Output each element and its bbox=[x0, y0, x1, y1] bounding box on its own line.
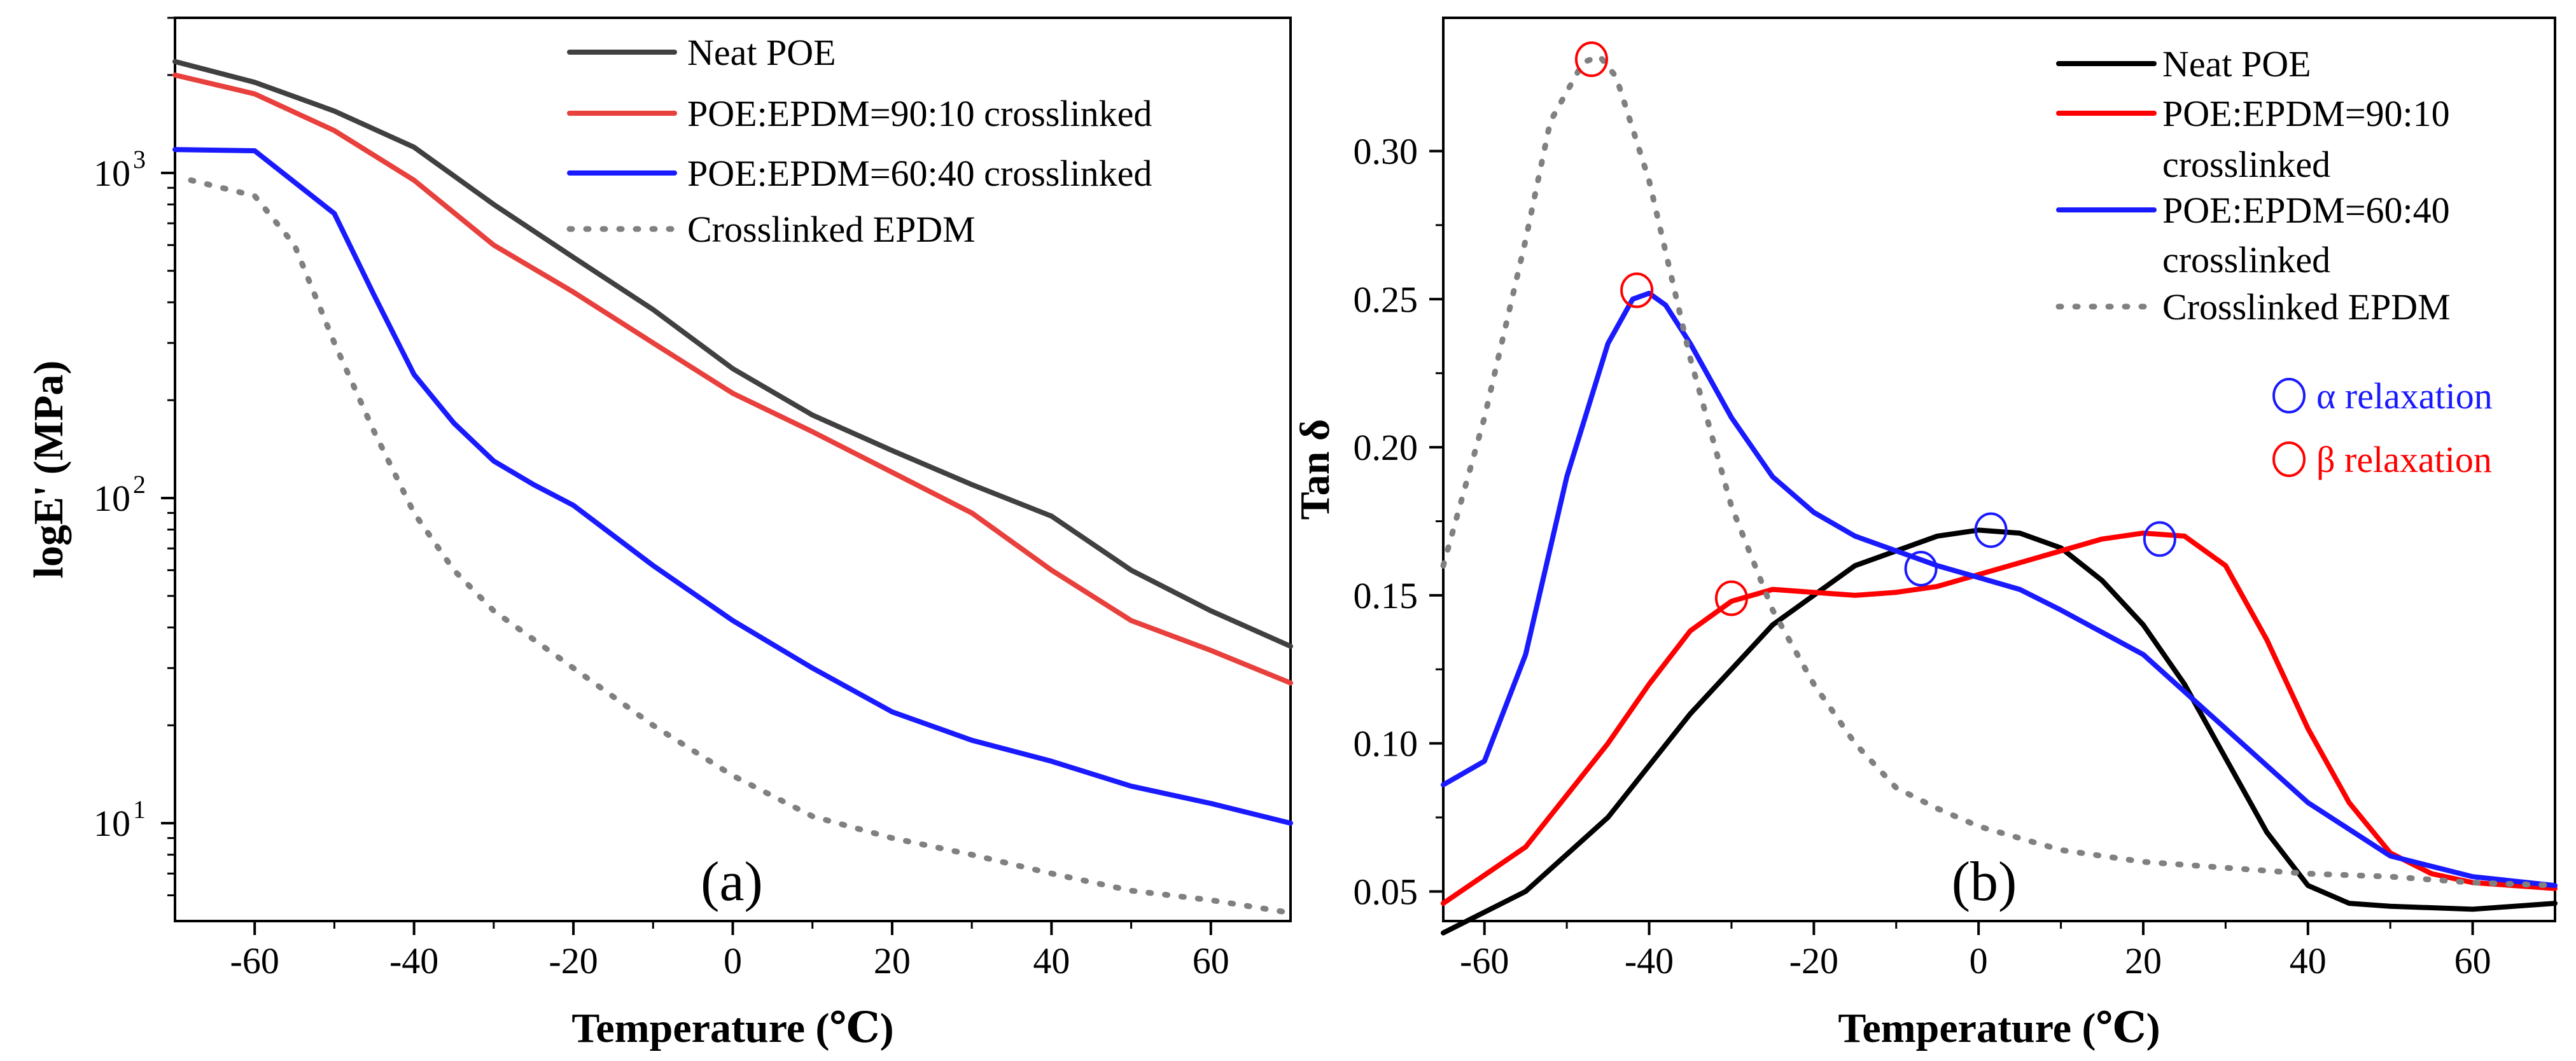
x-tick-label: -20 bbox=[1789, 940, 1838, 981]
alpha-relaxation-marker bbox=[1974, 512, 2008, 548]
panel-label-b: (b) bbox=[1952, 851, 2017, 913]
legend-label-1: Neat POE bbox=[687, 32, 836, 73]
legend-label-2: POE:EPDM=90:10 bbox=[2162, 93, 2450, 134]
x-tick-label: 60 bbox=[1193, 940, 1229, 981]
x-tick-label: 40 bbox=[1033, 940, 1070, 981]
series-line-1 bbox=[172, 59, 1293, 649]
series-line-1 bbox=[1441, 527, 2558, 936]
panel-b-plot-frame bbox=[1442, 17, 2556, 922]
y-tick-label: 10 bbox=[94, 478, 130, 519]
series-line-3 bbox=[1441, 291, 2558, 889]
x-axis-title: Temperature (℃) bbox=[571, 1005, 893, 1051]
x-tick-label: 20 bbox=[874, 940, 911, 981]
y-tick-label: 0.20 bbox=[1354, 427, 1418, 468]
y-tick-label: 10 bbox=[94, 153, 130, 194]
legend-label-3: POE:EPDM=60:40 crosslinked bbox=[687, 153, 1152, 194]
alpha-legend-symbol bbox=[2272, 378, 2306, 413]
beta-legend-label: β relaxation bbox=[2316, 439, 2492, 480]
legend-label-3: POE:EPDM=60:40 bbox=[2162, 190, 2450, 231]
x-tick-label: -60 bbox=[230, 940, 279, 981]
y-axis-title: Tan δ bbox=[1292, 419, 1338, 520]
panel-b: -60 -40 -20 0 20 40 60 Temperature (℃) 0.05 0.10 0… bbox=[1292, 17, 2558, 1051]
x-tick-label: 0 bbox=[724, 940, 742, 981]
legend-label-1: Neat POE bbox=[2162, 43, 2311, 85]
x-tick-label: 60 bbox=[2454, 940, 2491, 981]
y-tick-label: 10 bbox=[94, 803, 130, 844]
alpha-relaxation-marker bbox=[1904, 550, 1938, 586]
x-tick-label: -40 bbox=[1625, 940, 1674, 981]
y-axis-title: logE' (MPa) bbox=[25, 361, 72, 579]
y-tick-exponent: 1 bbox=[133, 795, 146, 824]
x-tick-label: 20 bbox=[2125, 940, 2162, 981]
y-tick-exponent: 2 bbox=[133, 470, 146, 499]
y-tick-label: 0.15 bbox=[1354, 575, 1418, 616]
y-tick-label: 0.30 bbox=[1354, 131, 1418, 172]
x-tick-label: 0 bbox=[1970, 940, 1988, 981]
alpha-legend-label: α relaxation bbox=[2316, 375, 2493, 417]
alpha-relaxation-marker bbox=[2143, 521, 2176, 557]
beta-legend-symbol bbox=[2272, 441, 2306, 477]
series-line-4 bbox=[1440, 53, 2558, 889]
y-tick-exponent: 3 bbox=[133, 145, 146, 174]
beta-relaxation-marker bbox=[1714, 580, 1748, 616]
series-line-2 bbox=[172, 73, 1293, 686]
series-line-4 bbox=[188, 177, 1294, 916]
x-tick-label: -20 bbox=[549, 940, 598, 981]
x-tick-label: -40 bbox=[389, 940, 438, 981]
series-line-3 bbox=[172, 147, 1293, 826]
x-axis-title: Temperature (℃) bbox=[1838, 1005, 2160, 1051]
legend-label-4: Crosslinked EPDM bbox=[2162, 286, 2451, 328]
beta-relaxation-marker bbox=[1574, 41, 1608, 78]
panel-label-a: (a) bbox=[701, 851, 763, 913]
y-tick-label: 0.10 bbox=[1354, 723, 1418, 765]
y-tick-label: 0.25 bbox=[1354, 279, 1418, 320]
legend-label-4: Crosslinked EPDM bbox=[687, 209, 976, 250]
x-tick-label: -60 bbox=[1460, 940, 1509, 981]
beta-relaxation-marker bbox=[1620, 272, 1654, 309]
y-tick-label: 0.05 bbox=[1354, 871, 1418, 912]
x-tick-label: 40 bbox=[2290, 940, 2327, 981]
series-line-2 bbox=[1441, 530, 2558, 906]
legend-label-2: POE:EPDM=90:10 crosslinked bbox=[687, 93, 1152, 134]
legend-label-2: crosslinked bbox=[2162, 144, 2330, 185]
legend-label-3: crosslinked bbox=[2162, 239, 2330, 281]
